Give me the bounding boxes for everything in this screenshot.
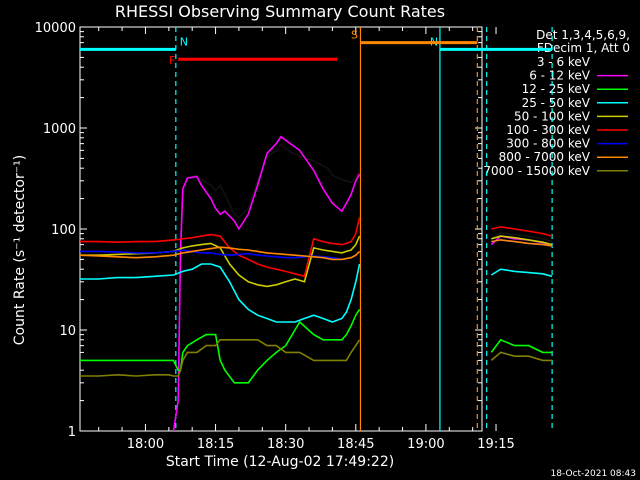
legend: Det 1,3,4,5,6,9, FDecim 1, Att 0 3 - 6 k… <box>483 28 630 178</box>
series-line-5 <box>80 217 553 278</box>
y-axis-label: Count Rate (s⁻¹ detector⁻¹) <box>12 155 28 345</box>
series-line-7 <box>79 239 553 261</box>
legend-label-6: 300 - 800 keV <box>506 137 590 151</box>
attenuator-flags: NNFS <box>80 29 553 67</box>
legend-header-1: Det 1,3,4,5,6,9, <box>536 28 630 42</box>
legend-label-3: 25 - 50 keV <box>522 96 591 110</box>
y-tick-label: 10000 <box>35 21 76 36</box>
series-line-3 <box>80 263 553 323</box>
data-series <box>79 135 553 432</box>
plot-frame <box>79 26 483 432</box>
y-tick-label: 100 <box>51 223 76 238</box>
legend-label-2: 12 - 25 keV <box>522 82 591 96</box>
legend-label-4: 50 - 100 keV <box>514 109 591 123</box>
legend-label-1: 6 - 12 keV <box>529 69 591 83</box>
series-line-8 <box>80 339 553 377</box>
legend-label-7: 800 - 7000 keV <box>499 150 591 164</box>
series-line-2 <box>80 308 553 384</box>
x-tick-label: 18:30 <box>267 437 304 452</box>
y-tick-label: 1000 <box>43 122 76 137</box>
legend-header-2: FDecim 1, Att 0 <box>537 41 630 55</box>
legend-label-0: 3 - 6 keV <box>537 55 591 69</box>
plot-axes: 1 10 100 1000 10000 18:00 18:15 18:30 18:45 19:00… <box>35 21 515 452</box>
x-tick-label: 19:15 <box>477 437 514 452</box>
series-line-4 <box>80 235 553 288</box>
chart-title: RHESSI Observing Summary Count Rates <box>115 2 445 21</box>
series-line-0 <box>179 143 553 260</box>
x-axis-label: Start Time (12-Aug-02 17:49:22) <box>166 454 394 470</box>
x-tick-label: 18:45 <box>337 437 374 452</box>
vertical-markers <box>175 27 553 431</box>
flag-label: S <box>351 29 358 42</box>
footer-timestamp: 18-Oct-2021 08:43 <box>551 469 636 479</box>
x-tick-label: 18:00 <box>127 437 164 452</box>
y-tick-label: 1 <box>68 425 76 440</box>
flag-label: F <box>169 54 175 67</box>
legend-label-5: 100 - 300 keV <box>506 123 590 137</box>
x-tick-label: 19:00 <box>407 437 444 452</box>
legend-label-8: 7000 - 15000 keV <box>483 164 590 178</box>
flag-label: N <box>180 35 188 48</box>
x-tick-label: 18:15 <box>197 437 234 452</box>
y-tick-label: 10 <box>59 324 76 339</box>
